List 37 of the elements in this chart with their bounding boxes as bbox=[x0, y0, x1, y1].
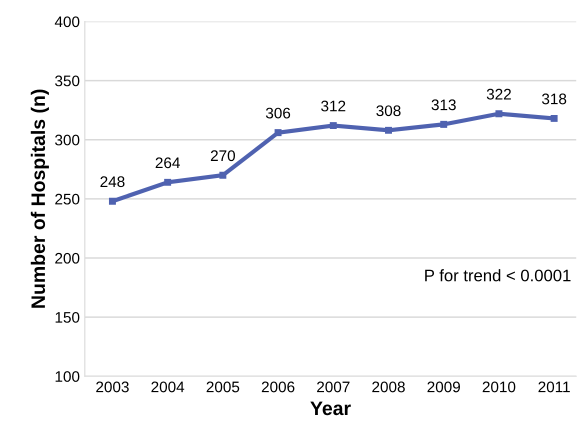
x-tick-label: 2009 bbox=[427, 382, 460, 392]
x-tick-label: 2006 bbox=[262, 382, 294, 392]
point bbox=[108, 198, 116, 205]
data-label: 248 bbox=[100, 176, 125, 188]
point bbox=[164, 178, 172, 186]
point bbox=[550, 114, 558, 122]
x-axis-title: Year bbox=[310, 402, 351, 416]
y-tick-label: 100 bbox=[56, 371, 80, 382]
x-tick-label: 2004 bbox=[151, 382, 184, 392]
x-tick-label: 2011 bbox=[538, 382, 570, 392]
data-label: 264 bbox=[156, 157, 180, 168]
x-tick-label: 2007 bbox=[317, 382, 350, 392]
point bbox=[440, 120, 448, 128]
annotation: P for trend < 0.0001 bbox=[425, 269, 571, 282]
y-tick-label: 400 bbox=[54, 16, 80, 28]
data-label: 270 bbox=[210, 150, 236, 162]
data-label: 318 bbox=[542, 94, 566, 104]
y-tick-label: 250 bbox=[55, 194, 80, 205]
point bbox=[385, 126, 392, 134]
point bbox=[330, 122, 337, 130]
x-tick-label: 2008 bbox=[372, 382, 405, 392]
y-tick-label: 150 bbox=[56, 312, 80, 323]
y-tick-label: 300 bbox=[55, 134, 80, 146]
x-tick-label: 2005 bbox=[206, 382, 240, 392]
data-label: 308 bbox=[376, 105, 401, 116]
x-tick-label: 2010 bbox=[482, 382, 516, 392]
y-tick-label: 200 bbox=[55, 252, 80, 264]
data-label: 313 bbox=[432, 99, 456, 110]
y-tick-label: 350 bbox=[55, 75, 80, 86]
point bbox=[219, 172, 226, 179]
x-tick-label: 2003 bbox=[96, 382, 129, 392]
point bbox=[495, 110, 502, 118]
data-label: 312 bbox=[321, 100, 346, 112]
data-label: 306 bbox=[266, 108, 290, 119]
point bbox=[274, 129, 282, 136]
data-label: 322 bbox=[486, 88, 511, 100]
y-axis-title: Number of Hospitals (n) bbox=[30, 90, 49, 308]
